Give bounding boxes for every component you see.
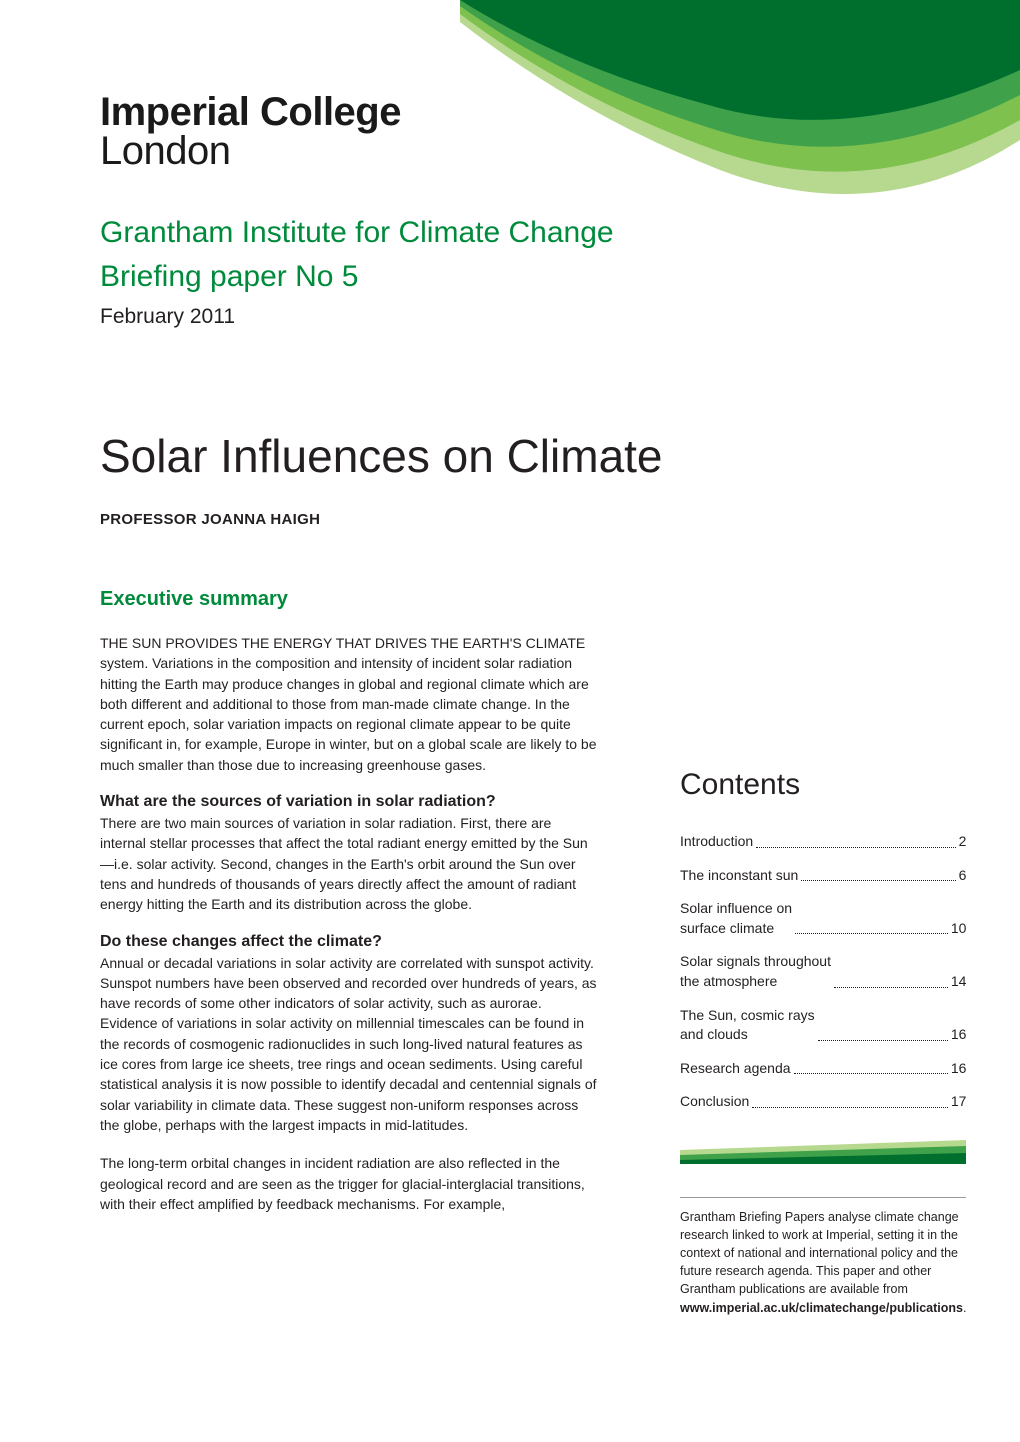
toc-item: Introduction 2 xyxy=(680,832,966,852)
publication-date: February 2011 xyxy=(100,305,920,329)
toc-leader-dots xyxy=(794,1073,948,1074)
executive-summary-heading: Executive summary xyxy=(100,588,600,611)
toc-page-number: 6 xyxy=(959,866,967,886)
toc-label: Solar signals throughout the atmosphere xyxy=(680,952,831,991)
logo-line-2: London xyxy=(100,129,920,174)
toc-leader-dots xyxy=(801,880,955,881)
toc-leader-dots xyxy=(756,847,955,848)
toc-item: Solar signals throughout the atmosphere 1… xyxy=(680,952,966,991)
toc-item: Solar influence on surface climate 10 xyxy=(680,899,966,938)
footnote-divider xyxy=(680,1197,966,1198)
toc-label: The Sun, cosmic rays and clouds xyxy=(680,1006,815,1045)
contents-accent-bar xyxy=(680,1140,966,1164)
toc-leader-dots xyxy=(752,1107,948,1108)
toc-item: Conclusion 17 xyxy=(680,1092,966,1112)
toc-leader-dots xyxy=(834,987,948,988)
question-2-body-2: The long-term orbital changes in inciden… xyxy=(100,1153,600,1214)
summary-lead-paragraph: THE SUN PROVIDES THE ENERGY THAT DRIVES … xyxy=(100,633,600,775)
toc-page-number: 16 xyxy=(951,1059,967,1079)
toc-label: Conclusion xyxy=(680,1092,749,1112)
toc-item: The inconstant sun 6 xyxy=(680,866,966,886)
toc-label: Solar influence on surface climate xyxy=(680,899,792,938)
footnote-prefix: Grantham Briefing Papers analyse climate… xyxy=(680,1210,959,1297)
institute-name: Grantham Institute for Climate Change xyxy=(100,214,920,252)
toc-label: The inconstant sun xyxy=(680,866,798,886)
question-1-body: There are two main sources of variation … xyxy=(100,813,600,914)
main-column: Executive summary THE SUN PROVIDES THE E… xyxy=(100,588,600,1317)
table-of-contents: Introduction 2 The inconstant sun 6 Solar in… xyxy=(680,832,966,1112)
footnote-link: www.imperial.ac.uk/climatechange/publica… xyxy=(680,1301,963,1315)
sidebar-column: Contents Introduction 2 The inconstant sun… xyxy=(680,588,966,1317)
toc-page-number: 14 xyxy=(951,972,967,992)
toc-label: Introduction xyxy=(680,832,753,852)
toc-item: The Sun, cosmic rays and clouds 16 xyxy=(680,1006,966,1045)
toc-item: Research agenda 16 xyxy=(680,1059,966,1079)
toc-page-number: 2 xyxy=(959,832,967,852)
toc-leader-dots xyxy=(795,933,948,934)
institution-logo: Imperial College London xyxy=(100,90,920,174)
question-2-body-1: Annual or decadal variations in solar ac… xyxy=(100,953,600,1136)
toc-page-number: 16 xyxy=(951,1025,967,1045)
toc-page-number: 10 xyxy=(951,919,967,939)
question-2-heading: Do these changes affect the climate? xyxy=(100,933,600,951)
paper-title: Solar Influences on Climate xyxy=(100,429,920,483)
author-name: PROFESSOR JOANNA HAIGH xyxy=(100,511,920,528)
footnote-text: Grantham Briefing Papers analyse climate… xyxy=(680,1208,966,1317)
paper-series: Briefing paper No 5 xyxy=(100,258,920,296)
contents-heading: Contents xyxy=(680,768,966,802)
footnote-suffix: . xyxy=(963,1301,966,1315)
toc-page-number: 17 xyxy=(951,1092,967,1112)
toc-leader-dots xyxy=(818,1040,948,1041)
question-1-heading: What are the sources of variation in sol… xyxy=(100,793,600,811)
toc-label: Research agenda xyxy=(680,1059,791,1079)
